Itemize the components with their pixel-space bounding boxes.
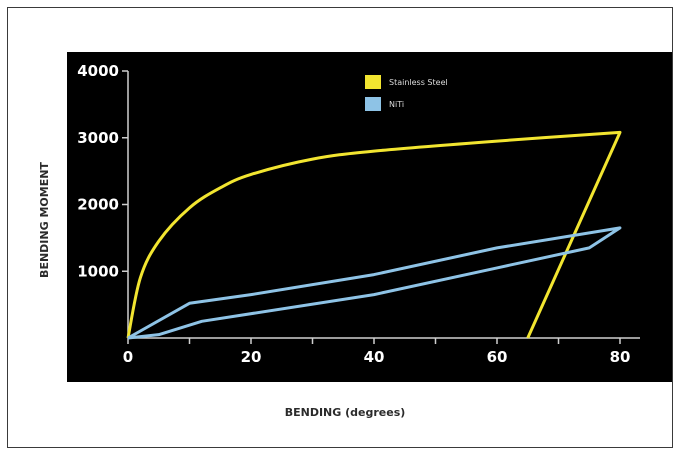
y-tick-label: 2000	[77, 196, 119, 214]
x-tick-label: 20	[241, 348, 262, 366]
y-tick-label: 4000	[77, 62, 119, 80]
legend-swatch-niti	[365, 97, 381, 111]
y-tick-label: 1000	[77, 262, 119, 280]
axes: 1000 2000 3000 4000 0 20 40 60 80	[77, 62, 640, 366]
x-tick-label: 0	[123, 348, 133, 366]
x-tick-label: 60	[487, 348, 508, 366]
x-tick-label: 40	[364, 348, 385, 366]
series-line-stainless-steel	[126, 130, 622, 339]
y-tick-label: 3000	[77, 129, 119, 147]
x-axis-label: BENDING (degrees)	[285, 406, 406, 419]
legend-swatch-stainless-steel	[365, 75, 381, 89]
y-axis-label: BENDING MOMENT	[38, 162, 51, 278]
legend-label-stainless-steel: Stainless Steel	[389, 78, 448, 87]
legend: Stainless Steel NiTi	[365, 75, 448, 111]
x-tick-label: 80	[610, 348, 631, 366]
series-layer	[126, 130, 622, 340]
series-line-niti	[127, 226, 622, 340]
legend-label-niti: NiTi	[389, 100, 404, 109]
